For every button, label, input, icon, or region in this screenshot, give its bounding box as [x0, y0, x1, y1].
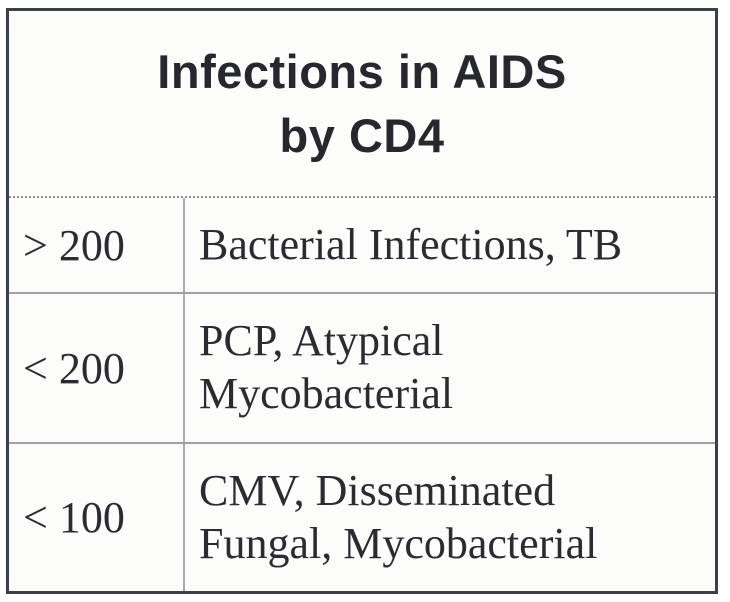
title-line-2: by CD4 [279, 108, 445, 162]
infections-line-1: CMV, Disseminated [199, 465, 556, 515]
cd4-threshold-cell: > 200 [9, 198, 185, 292]
infections-cell: CMV, Disseminated Fungal, Mycobacterial [185, 444, 715, 591]
infections-line-2: Mycobacterial [199, 369, 454, 418]
table-row: > 200 Bacterial Infections, TB [9, 198, 715, 294]
infections-table: Infections in AIDS by CD4 > 200 Bacteria… [6, 8, 718, 594]
infections-cell: Bacterial Infections, TB [185, 198, 715, 292]
table-row: < 200 PCP, Atypical Mycobacterial [9, 294, 715, 444]
table-title: Infections in AIDS by CD4 [9, 11, 715, 198]
infections-line-2: Fungal, Mycobacterial [199, 518, 598, 568]
title-line-1: Infections in AIDS [157, 45, 567, 99]
infections-cell: PCP, Atypical Mycobacterial [185, 294, 715, 442]
table-row: < 100 CMV, Disseminated Fungal, Mycobact… [9, 444, 715, 591]
infections-line-1: Bacterial Infections, TB [199, 219, 623, 269]
infections-line-1: PCP, Atypical [199, 316, 444, 366]
cd4-threshold-cell: < 200 [9, 294, 185, 442]
cd4-threshold-cell: < 100 [9, 444, 185, 591]
